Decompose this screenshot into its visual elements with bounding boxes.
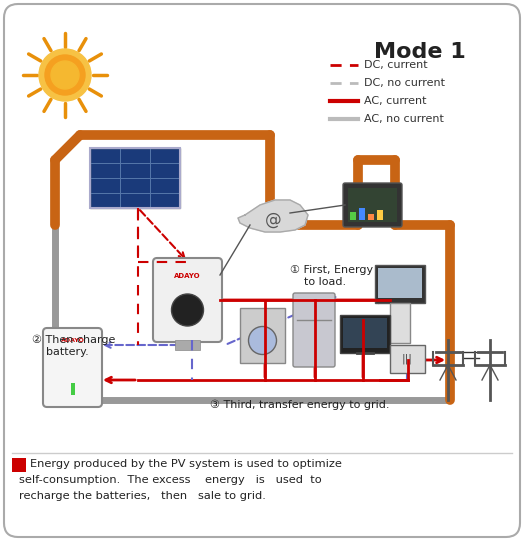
FancyBboxPatch shape (348, 188, 397, 222)
Polygon shape (238, 200, 308, 232)
FancyBboxPatch shape (390, 345, 425, 373)
Circle shape (171, 294, 203, 326)
Bar (71, 383, 74, 395)
FancyBboxPatch shape (340, 315, 390, 353)
Bar (368, 214, 374, 220)
Circle shape (45, 55, 85, 95)
Text: ② Then charge
    battery.: ② Then charge battery. (32, 335, 115, 357)
Circle shape (51, 61, 79, 89)
Bar (175, 340, 200, 350)
FancyBboxPatch shape (293, 293, 335, 367)
Text: DC, current: DC, current (364, 60, 428, 70)
Text: DC, no current: DC, no current (364, 78, 445, 88)
FancyBboxPatch shape (375, 265, 425, 303)
FancyBboxPatch shape (390, 303, 410, 343)
FancyBboxPatch shape (378, 268, 422, 298)
FancyBboxPatch shape (343, 318, 387, 348)
FancyBboxPatch shape (343, 183, 402, 227)
Text: ADAYO: ADAYO (61, 338, 84, 343)
Bar (377, 210, 383, 220)
Circle shape (39, 49, 91, 101)
Text: Energy produced by the PV system is used to optimize: Energy produced by the PV system is used… (30, 459, 342, 469)
Text: AC, no current: AC, no current (364, 114, 444, 124)
Text: AC, current: AC, current (364, 96, 427, 106)
Bar (350, 212, 356, 220)
Circle shape (248, 327, 277, 354)
FancyBboxPatch shape (153, 258, 222, 342)
Text: @: @ (265, 211, 281, 229)
FancyBboxPatch shape (240, 308, 285, 363)
Bar (359, 208, 365, 220)
Text: ADAYO: ADAYO (174, 273, 201, 279)
Text: self-consumption.  The excess    energy   is   used  to: self-consumption. The excess energy is u… (19, 475, 322, 485)
FancyBboxPatch shape (43, 328, 102, 407)
FancyBboxPatch shape (90, 148, 180, 208)
Text: Mode 1: Mode 1 (374, 42, 466, 62)
Bar (12, 458, 26, 472)
FancyBboxPatch shape (4, 4, 520, 537)
Text: ③ Third, transfer energy to grid.: ③ Third, transfer energy to grid. (210, 400, 389, 411)
Text: recharge the batteries,   then   sale to grid.: recharge the batteries, then sale to gri… (19, 491, 266, 501)
Text: |||: ||| (402, 354, 413, 364)
Text: ① First, Energy
    to load.: ① First, Energy to load. (290, 265, 373, 287)
